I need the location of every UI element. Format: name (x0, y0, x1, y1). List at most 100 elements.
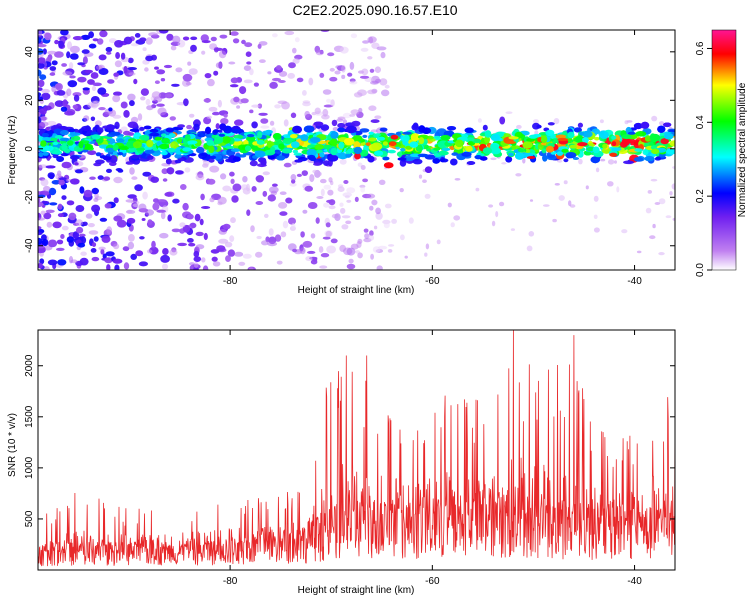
spectrogram-cell (98, 54, 107, 61)
spectrogram-cell (170, 141, 179, 150)
spectrogram-cell (371, 142, 383, 151)
spectrogram-cell (139, 236, 145, 240)
spectrogram-cell (337, 153, 348, 160)
spectrogram-cell (363, 228, 369, 233)
spectrogram-cell (505, 111, 513, 114)
spectrogram-cell (103, 176, 111, 181)
spectrogram-cell (64, 110, 75, 116)
spectrogram-cell (188, 68, 198, 75)
spectrogram-cell (433, 147, 441, 151)
spectrogram-cell (224, 241, 233, 248)
spectrogram-cell (46, 120, 57, 126)
spectrogram-cell (92, 82, 102, 87)
spectrogram-cell (38, 57, 46, 64)
spectrogram-cell (193, 123, 200, 131)
spectrogram-cell (83, 189, 93, 198)
spectrogram-cell (395, 131, 402, 136)
spectrogram-cell (575, 135, 584, 144)
spectrogram-cell (554, 183, 560, 186)
spectrogram-cell (160, 211, 166, 220)
spectrogram-cell (599, 131, 609, 140)
spectrogram-cell (182, 147, 192, 152)
spectrogram-cell (222, 185, 232, 192)
spectrogram-cell (267, 194, 276, 202)
spectrogram-cell (409, 153, 421, 158)
spectrogram-cell (177, 242, 188, 247)
spectrogram-cell (82, 221, 88, 226)
spectrogram-cell (91, 134, 101, 140)
spectrogram-cell (195, 231, 204, 237)
spectrogram-cell (58, 40, 65, 49)
spectrogram-cell (276, 260, 283, 265)
spectrogram-cell (201, 206, 211, 209)
spectrogram-cell (90, 72, 99, 79)
spectrogram-cell (309, 137, 321, 143)
spectrogram-cell (326, 245, 336, 254)
spectrogram-cell (246, 136, 256, 142)
spectrogram-cell (278, 143, 285, 150)
spectrogram-cell (593, 227, 600, 233)
spectrogram-cell (368, 131, 374, 135)
x-tick-label: -80 (223, 276, 238, 287)
spectrogram-cell (276, 65, 282, 71)
spectrogram-cell (228, 61, 236, 65)
spectrogram-cell (118, 145, 130, 151)
spectrogram-cell (659, 121, 665, 126)
spectrogram-cell (161, 263, 169, 270)
spectrogram-cell (93, 197, 99, 202)
spectrogram-cell (47, 259, 58, 266)
spectrogram-cell (541, 135, 548, 144)
spectrogram-cell (309, 174, 315, 183)
spectrogram-cell (292, 149, 299, 154)
spectrogram-cell (66, 88, 72, 97)
spectrogram-cell (663, 122, 672, 128)
spectrogram-cell (69, 45, 80, 54)
spectrogram-cell (374, 150, 384, 156)
y-tick-label: 20 (24, 94, 35, 106)
spectrogram-cell (56, 156, 65, 162)
spectrogram-cell (320, 188, 325, 197)
spectrogram-cell (647, 190, 652, 194)
spectrogram-cell (425, 243, 430, 250)
spectrogram-cell (113, 91, 122, 96)
spectrogram-cell (391, 218, 397, 224)
spectrogram-cell (172, 35, 181, 44)
spectrogram-cell (320, 253, 330, 258)
spectrogram-cell (418, 174, 423, 179)
spectrogram-cell (359, 75, 370, 79)
spectrogram-cell (54, 39, 59, 45)
spectrogram-cell (222, 223, 231, 230)
spectrogram-cell (163, 64, 173, 69)
spectrogram-cell (380, 51, 386, 59)
spectrogram-cell (160, 78, 166, 82)
spectrogram-cell (98, 246, 106, 251)
spectrogram-cell (315, 217, 320, 224)
spectrogram-cell (158, 92, 167, 99)
spectrogram-cell (341, 65, 346, 73)
spectrogram-cell (383, 222, 390, 229)
spectrogram-cell (578, 158, 583, 165)
spectrogram-cell (161, 137, 170, 144)
spectrogram-cell (244, 145, 252, 152)
spectrogram-cell (144, 67, 149, 72)
spectrogram-cell (116, 219, 127, 228)
spectrogram-cell (185, 81, 192, 86)
spectrogram-cell (346, 187, 356, 194)
spectrogram-cell (151, 91, 161, 99)
spectrogram-cell (264, 129, 273, 134)
spectrogram-cell (327, 52, 335, 57)
spectrogram-cell (484, 130, 492, 138)
spectrogram-frame (37, 29, 676, 271)
spectrogram-cell (287, 72, 296, 79)
spectrogram-cell (240, 98, 249, 104)
spectrogram-cell (310, 233, 316, 239)
spectrogram-cell (633, 157, 644, 162)
spectrogram-cell (253, 82, 259, 87)
spectrogram-cell (129, 128, 140, 132)
spectrogram-cell (164, 192, 173, 197)
spectrogram-cell (194, 213, 201, 222)
spectrogram-cell (477, 118, 482, 123)
spectrogram-cell (132, 203, 140, 208)
spectrogram-cell (374, 66, 381, 73)
spectrogram-cell (346, 263, 356, 270)
